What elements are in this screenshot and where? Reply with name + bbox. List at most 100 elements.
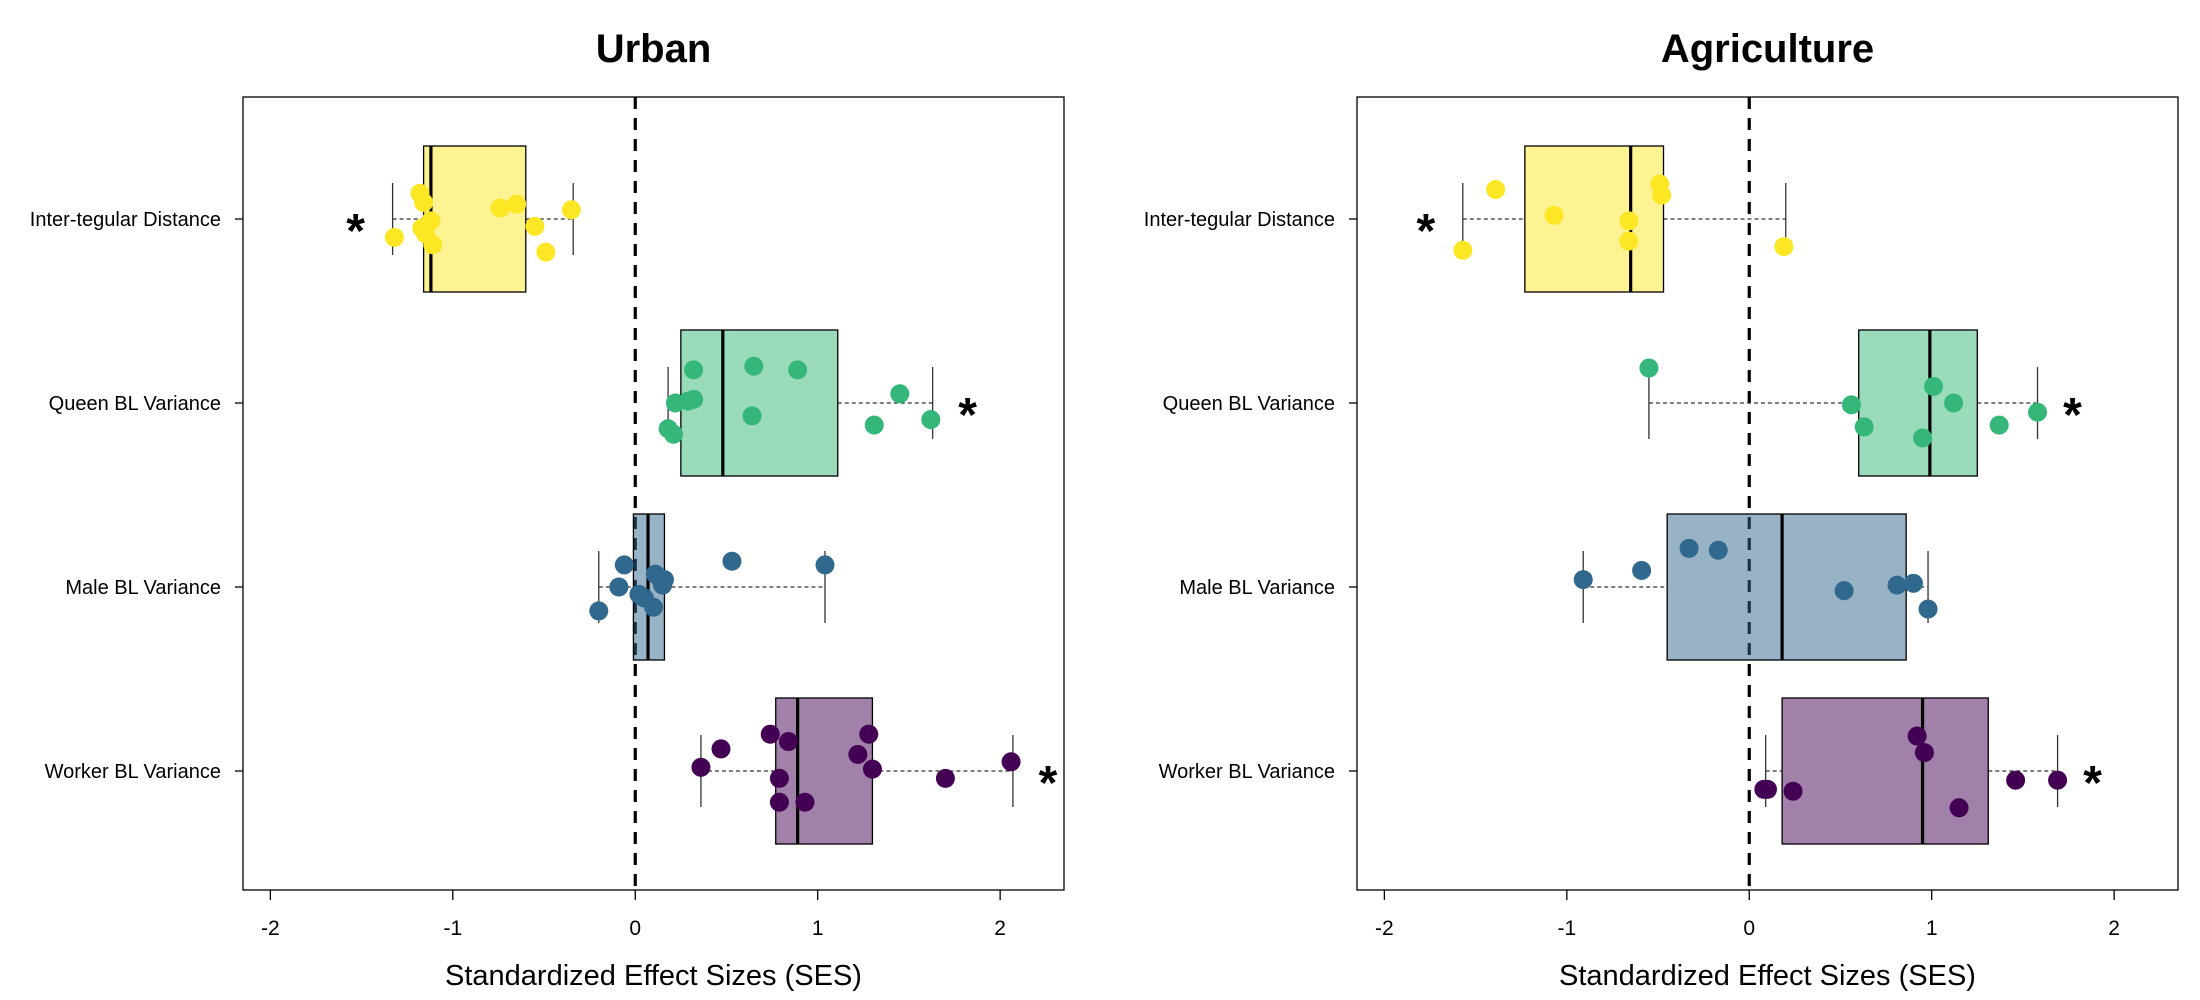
x-tick-label: -1: [1557, 917, 1576, 940]
category-label: Inter-tegular Distance: [1144, 209, 1335, 231]
category-label: Worker BL Variance: [45, 761, 221, 783]
box: [422, 145, 527, 293]
data-point: [1573, 570, 1593, 590]
category-label: Inter-tegular Distance: [30, 209, 221, 231]
data-point: [935, 768, 955, 788]
data-point: [769, 768, 789, 788]
data-point: [769, 792, 789, 812]
significance-star: *: [2083, 757, 2102, 810]
data-point: [711, 739, 731, 759]
data-point: [412, 218, 432, 238]
data-point: [722, 551, 742, 571]
data-point: [384, 227, 404, 247]
data-point: [525, 216, 545, 236]
data-point: [684, 389, 704, 409]
series-inter-tegular-distance: *: [1416, 145, 1794, 293]
data-point: [1989, 415, 2009, 435]
data-point: [779, 732, 799, 752]
data-point: [414, 192, 434, 212]
significance-star: *: [1416, 205, 1435, 258]
data-point: [561, 200, 581, 220]
data-point: [664, 424, 684, 444]
x-tick-label: -2: [261, 917, 280, 940]
significance-star: *: [958, 389, 977, 442]
data-point: [490, 198, 510, 218]
box: [1781, 697, 1989, 845]
x-tick-label: 0: [1743, 917, 1755, 940]
category-label: Worker BL Variance: [1159, 761, 1335, 783]
data-point: [795, 792, 815, 812]
plot-frame: [242, 96, 1065, 891]
x-axis-label: Standardized Effect Sizes (SES): [445, 960, 862, 992]
data-point: [1544, 205, 1564, 225]
x-axis-label: Standardized Effect Sizes (SES): [1559, 960, 1976, 992]
data-point: [1918, 599, 1938, 619]
data-point: [1834, 581, 1854, 601]
data-point: [848, 744, 868, 764]
data-point: [742, 406, 762, 426]
x-tick-label: 1: [812, 917, 824, 940]
data-point: [423, 235, 443, 255]
data-point: [1841, 395, 1861, 415]
chart-title: Agriculture: [1661, 27, 1874, 71]
urban-panel: Urban * Inter-tegular Distance * Queen BL Va…: [30, 27, 1065, 992]
data-point: [1619, 211, 1639, 231]
data-point: [1758, 779, 1777, 799]
box: [1666, 513, 1907, 661]
category-label: Male BL Variance: [65, 577, 221, 599]
data-point: [1887, 575, 1907, 595]
data-point: [1944, 393, 1964, 413]
data-point: [862, 759, 882, 779]
data-point: [859, 724, 879, 744]
data-point: [921, 410, 941, 430]
data-point: [1854, 417, 1874, 437]
data-point: [1632, 560, 1652, 580]
x-tick-label: 0: [629, 917, 641, 940]
data-point: [890, 384, 910, 404]
data-point: [788, 360, 808, 380]
data-point: [1914, 743, 1934, 763]
x-tick-label: -2: [1375, 917, 1394, 940]
series-queen-bl-variance: *: [658, 329, 977, 477]
data-point: [644, 597, 663, 617]
x-tick-label: 2: [2108, 917, 2120, 940]
data-point: [1486, 180, 1506, 200]
series-worker-bl-variance: *: [691, 697, 1058, 845]
data-point: [744, 356, 764, 376]
data-point: [1453, 240, 1473, 260]
chart-title: Urban: [596, 27, 712, 71]
data-point: [815, 555, 835, 575]
data-point: [1652, 185, 1672, 205]
data-point: [1949, 798, 1969, 818]
box: [775, 697, 874, 845]
data-point: [2048, 770, 2068, 790]
x-tick-label: 2: [994, 917, 1006, 940]
data-point: [653, 575, 673, 595]
series-male-bl-variance: [1573, 513, 1938, 661]
data-point: [1913, 428, 1933, 448]
data-point: [864, 415, 884, 435]
data-point: [1774, 237, 1794, 257]
data-point: [1907, 726, 1927, 746]
data-point: [760, 724, 780, 744]
significance-star: *: [2063, 389, 2082, 442]
data-point: [1639, 358, 1659, 378]
significance-star: *: [346, 205, 365, 258]
series-male-bl-variance: [589, 513, 835, 661]
data-point: [2006, 770, 2026, 790]
data-point: [507, 194, 527, 214]
agriculture-panel: Agriculture * Inter-tegular Distance * Queen…: [1144, 27, 2179, 992]
data-point: [2028, 402, 2048, 422]
category-label: Queen BL Variance: [49, 393, 221, 415]
series-inter-tegular-distance: *: [346, 145, 581, 293]
significance-star: *: [1039, 757, 1058, 810]
data-point: [609, 577, 629, 597]
x-tick-label: 1: [1926, 917, 1938, 940]
series-worker-bl-variance: *: [1754, 697, 2102, 845]
data-point: [684, 360, 704, 380]
data-point: [1708, 540, 1728, 560]
data-point: [1001, 752, 1021, 772]
data-point: [1679, 538, 1699, 558]
data-point: [614, 555, 634, 575]
data-point: [1783, 781, 1803, 801]
